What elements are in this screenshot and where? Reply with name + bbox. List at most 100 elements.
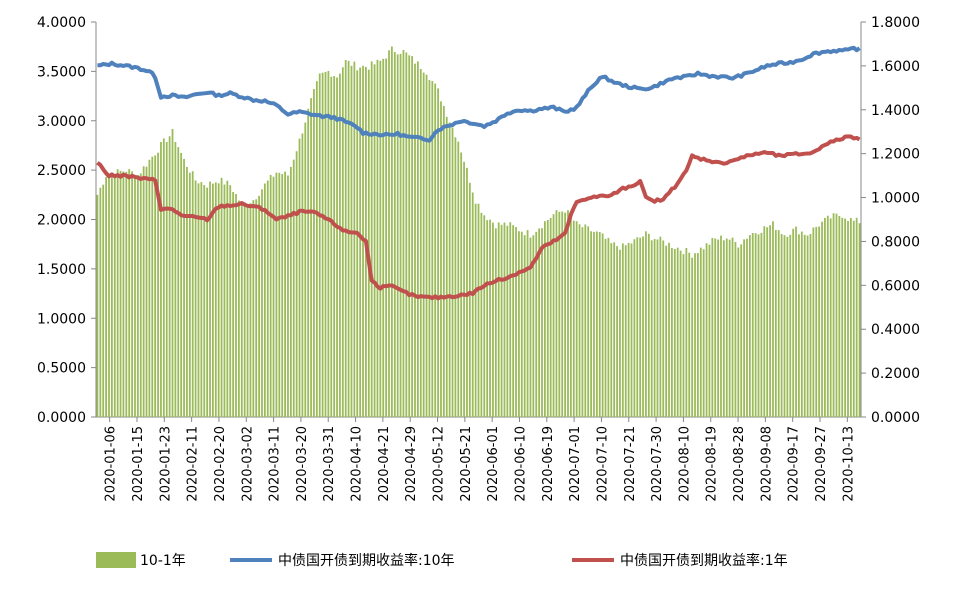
legend-label-spread: 10-1年 [140, 553, 186, 569]
bar [281, 174, 284, 417]
bar [154, 155, 157, 417]
bar [200, 182, 203, 417]
bar [734, 241, 737, 417]
line-series [96, 45, 861, 301]
bar [613, 242, 616, 417]
bar [165, 142, 168, 417]
x-tick-label: 2020-04-29 [404, 426, 419, 502]
bar [544, 221, 546, 417]
left-tick-label: 2.5000 [37, 163, 86, 179]
bar [180, 152, 183, 417]
bar [194, 180, 197, 417]
legend-label-1y: 中债国开债到期收益率:1年 [620, 552, 788, 569]
bar [425, 74, 428, 418]
bar [572, 220, 575, 417]
bar [515, 227, 517, 417]
x-tick-label: 2020-07-30 [650, 426, 665, 502]
bar [486, 220, 489, 417]
bar [789, 234, 792, 417]
bar [324, 71, 327, 417]
bar [685, 247, 688, 417]
bar [740, 244, 743, 417]
bar [720, 235, 722, 417]
right-tick-label: 1.6000 [871, 59, 920, 75]
bar [546, 219, 549, 417]
bar [526, 230, 529, 417]
bar [203, 185, 206, 417]
bar [162, 138, 165, 417]
bar [393, 52, 396, 417]
left-tick-label: 2.0000 [37, 213, 86, 229]
bar [474, 203, 477, 417]
bar [339, 73, 341, 417]
right-tick-label: 1.0000 [871, 191, 920, 207]
bar [223, 184, 226, 417]
bar [777, 230, 780, 417]
bar [301, 133, 304, 417]
x-tick-label: 2020-01-23 [158, 426, 173, 502]
bar [769, 225, 771, 417]
bar [682, 254, 685, 417]
bar [428, 80, 431, 417]
bar [177, 147, 180, 417]
bar [780, 234, 783, 417]
bar [754, 233, 757, 417]
bar [624, 245, 627, 417]
bar [607, 237, 610, 417]
x-tick-label: 2020-03-20 [295, 426, 310, 502]
left-tick-label: 4.0000 [37, 15, 86, 31]
bar [737, 247, 740, 417]
bar [702, 249, 705, 417]
bar [445, 116, 448, 417]
bar [414, 63, 416, 417]
bar [284, 171, 286, 417]
bar [110, 173, 113, 417]
bar [457, 141, 460, 417]
bar [774, 230, 777, 417]
bar [639, 237, 642, 417]
x-tick-label: 2020-06-01 [486, 426, 501, 502]
bar [214, 182, 217, 417]
bar [125, 171, 128, 417]
bar [174, 141, 177, 417]
x-tick-label: 2020-08-19 [705, 426, 720, 502]
bar [497, 222, 500, 417]
bar [102, 184, 105, 417]
legend-swatch-spread [96, 552, 136, 568]
bar [757, 234, 760, 417]
bar [209, 181, 211, 417]
bar [786, 236, 789, 417]
bar [128, 169, 131, 417]
bar [460, 152, 463, 417]
bar [492, 222, 494, 417]
bar [442, 105, 445, 417]
x-tick-label: 2020-04-21 [377, 426, 392, 502]
bar [353, 61, 356, 417]
bar [206, 187, 209, 417]
bar [604, 238, 607, 417]
bar [659, 236, 662, 417]
bar [650, 240, 653, 417]
left-tick-label: 3.5000 [37, 64, 86, 80]
x-tick-label: 2020-03-11 [268, 426, 283, 502]
bar [725, 238, 728, 417]
bar [197, 183, 200, 417]
bar [183, 158, 185, 417]
bar [558, 211, 561, 417]
bar [313, 89, 315, 417]
bar [379, 60, 382, 418]
bar [116, 169, 119, 417]
bar [567, 210, 569, 417]
line-1y [96, 134, 861, 301]
bar [549, 218, 552, 417]
bar [471, 192, 474, 417]
bar [783, 235, 786, 417]
bar [731, 237, 734, 417]
bar [800, 231, 803, 417]
bar [287, 175, 289, 417]
x-tick-label: 2020-05-12 [432, 426, 447, 502]
x-tick-label: 2020-01-06 [104, 426, 119, 502]
bar [289, 166, 292, 417]
bar [391, 46, 393, 418]
bar [699, 247, 702, 417]
